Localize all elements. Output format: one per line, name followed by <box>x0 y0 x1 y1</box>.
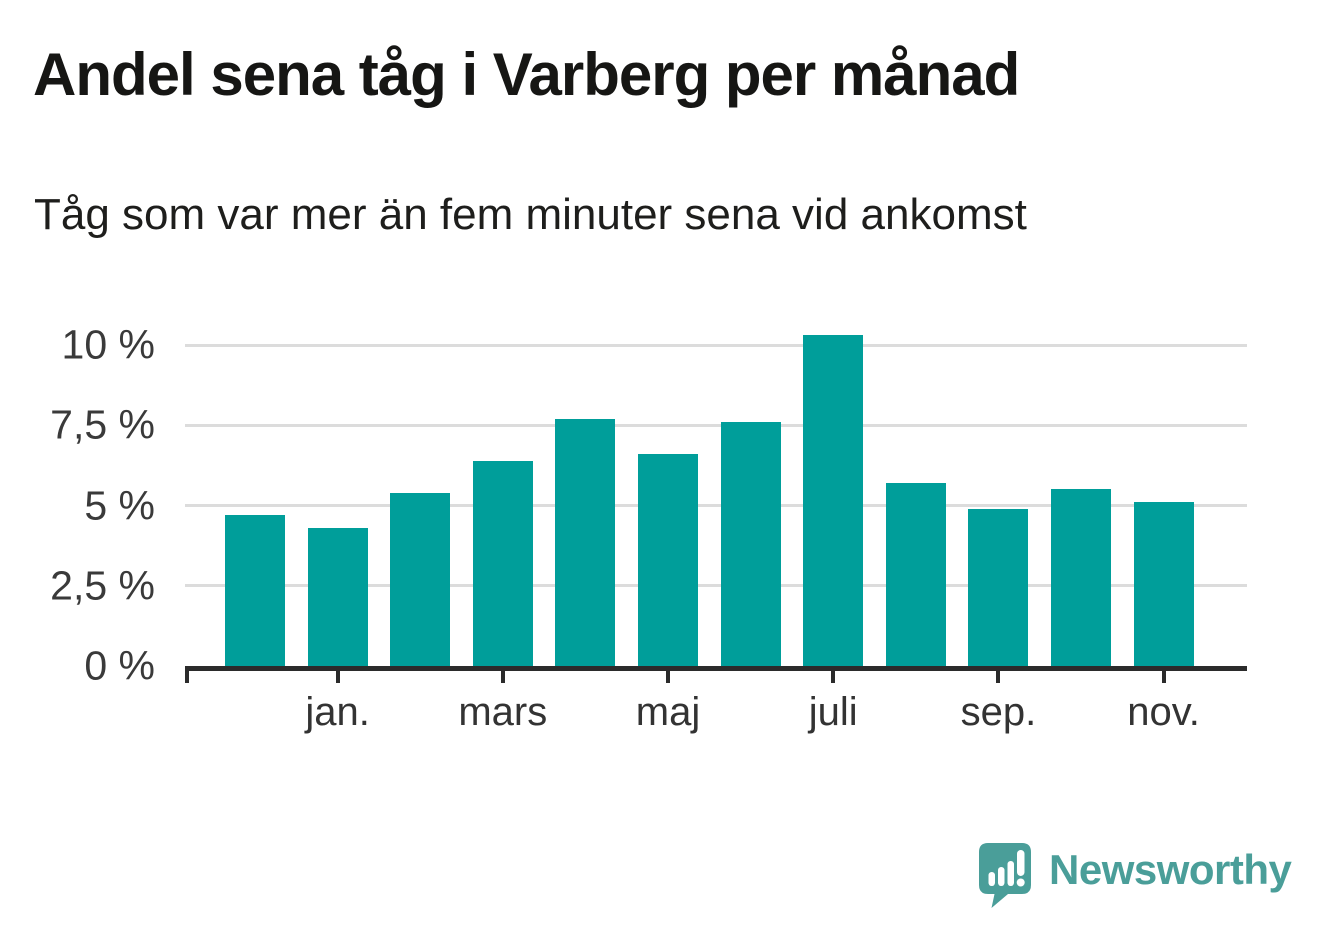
x-axis-tick <box>500 671 505 683</box>
x-axis-tick-label: jan. <box>305 690 370 734</box>
bar-nov <box>1133 502 1194 666</box>
x-axis-tick-label: nov. <box>1127 690 1200 734</box>
chart-subtitle: Tåg som var mer än fem minuter sena vid … <box>34 190 1027 239</box>
y-axis-tick-label: 5 % <box>84 482 155 528</box>
x-axis-tick-label: maj <box>635 690 701 734</box>
bar-apr <box>555 418 616 666</box>
plot-area: jan. mars maj juli sep. nov. <box>185 335 1247 734</box>
chart-title: Andel sena tåg i Varberg per månad <box>33 41 1020 108</box>
x-axis-tick <box>996 671 1001 683</box>
bar-mars <box>472 460 533 666</box>
x-axis-tick <box>831 671 836 683</box>
x-axis-line <box>185 666 1247 671</box>
bar-aug <box>885 483 946 666</box>
gridline <box>185 584 1247 588</box>
y-axis-tick-label: 10 % <box>61 321 155 368</box>
bar-okt <box>1050 489 1111 666</box>
y-axis-tick-label: 0 % <box>84 642 155 689</box>
x-axis-tick-label: juli <box>808 690 858 734</box>
y-axis-tick-label: 7,5 % <box>50 401 155 448</box>
bar-sep <box>968 508 1029 666</box>
x-axis-tick <box>1161 671 1166 683</box>
gridline <box>185 343 1247 347</box>
bar-maj <box>637 454 698 666</box>
bar-dec <box>225 515 285 666</box>
newsworthy-logo-icon <box>979 843 1031 908</box>
branding: Newsworthy <box>978 842 1292 908</box>
x-axis-tick <box>335 671 340 683</box>
bar-juni <box>720 422 781 666</box>
x-axis-tick-label: mars <box>458 690 548 734</box>
x-axis-tick <box>666 671 670 683</box>
gridline <box>185 504 1247 507</box>
x-axis-tick-label: sep. <box>960 690 1037 734</box>
y-axis-labels: 0 % 2,5 % 5 % 7,5 % 10 % <box>0 322 155 689</box>
bar-feb <box>390 492 451 666</box>
x-axis-start-tick <box>185 671 189 683</box>
bar-jan <box>307 527 368 666</box>
bars-group <box>225 335 1194 666</box>
y-axis-tick-label: 2,5 % <box>50 562 155 609</box>
newsworthy-logo-text: Newsworthy <box>1049 846 1292 893</box>
bar-juli <box>803 335 864 666</box>
gridline <box>185 423 1247 427</box>
